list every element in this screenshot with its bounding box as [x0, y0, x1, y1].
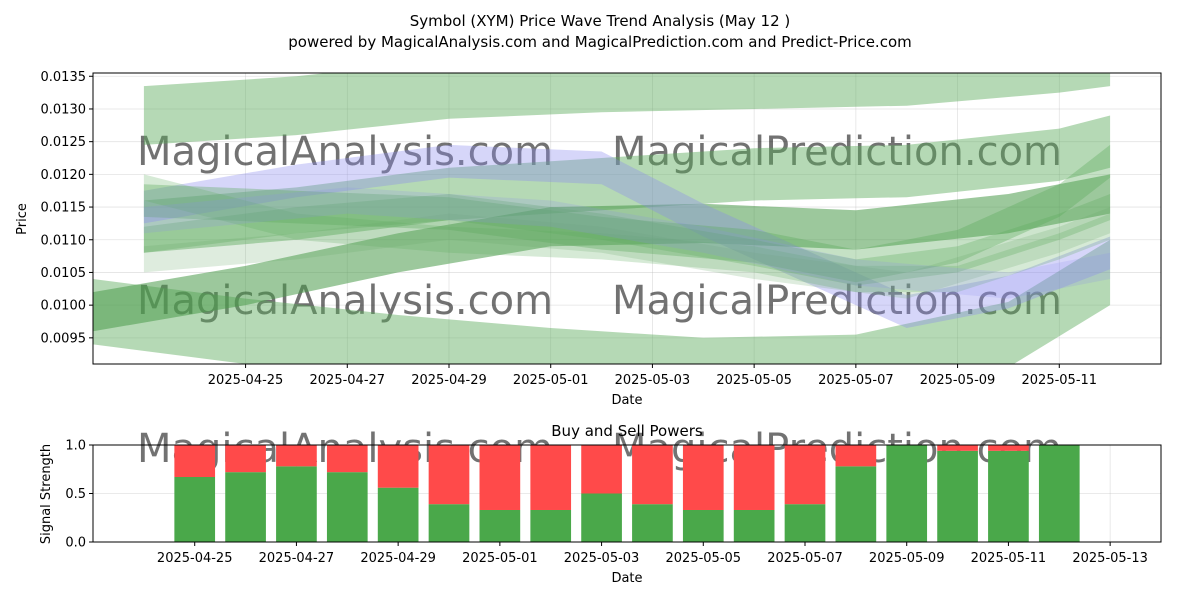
price-y-axis-label: Price: [15, 203, 30, 235]
signal-x-tick-label: 2025-05-09: [869, 551, 945, 566]
wave-band-8: [143, 174, 1111, 293]
price-x-tick-label: 2025-05-11: [1022, 373, 1098, 388]
wave-band-4: [93, 174, 1111, 332]
price-x-tick-label: 2025-05-05: [716, 373, 792, 388]
price-x-ticks: 2025-04-25 2025-04-27 2025-04-29 2025-05-01…: [208, 364, 1097, 388]
wave-band-5: [143, 144, 1111, 328]
wave-band-7: [143, 194, 1111, 286]
sell-bar: [784, 445, 826, 505]
buy-bar: [1038, 445, 1080, 542]
sell-bar: [937, 445, 978, 451]
watermark-1: MagicalAnalysis.com: [137, 129, 553, 175]
signal-y-tick-label: 1.0: [65, 439, 86, 454]
sell-bar: [682, 445, 724, 510]
sell-bar: [581, 445, 622, 494]
watermark-4: MagicalPrediction.com: [612, 278, 1062, 324]
signal-y-ticks: 0.0 0.5 1.0: [65, 439, 93, 551]
buy-bar: [682, 509, 724, 542]
signal-x-tick-label: 2025-05-03: [564, 551, 640, 566]
signal-x-tick-label: 2025-05-05: [666, 551, 742, 566]
price-y-tick-label: 0.0115: [41, 201, 87, 216]
sell-bar: [225, 445, 266, 473]
signal-x-tick-label: 2025-04-25: [157, 551, 233, 566]
chart-subtitle: powered by MagicalAnalysis.com and Magic…: [288, 33, 912, 51]
signal-y-axis-label: Signal Strength: [39, 444, 54, 544]
price-y-tick-label: 0.0105: [41, 266, 87, 281]
price-y-tick-label: 0.0135: [41, 70, 87, 85]
wave-band-10: [143, 187, 1111, 299]
chart-title: Symbol (XYM) Price Wave Trend Analysis (…: [410, 12, 791, 30]
wave-band-6: [143, 144, 1111, 283]
signal-x-tick-label: 2025-04-27: [259, 551, 335, 566]
price-y-tick-label: 0.0095: [41, 331, 87, 346]
buy-bar: [988, 450, 1029, 542]
signal-x-tick-label: 2025-05-01: [462, 551, 538, 566]
price-x-tick-label: 2025-05-01: [513, 373, 589, 388]
buy-bar: [937, 450, 978, 542]
buy-bar: [225, 472, 266, 542]
signal-y-tick-label: 0.0: [65, 536, 86, 551]
sell-bar: [174, 445, 216, 478]
buy-bar: [326, 472, 368, 542]
buy-bar: [835, 466, 877, 542]
sell-bar: [632, 445, 673, 505]
signal-bars: [174, 445, 1080, 542]
signal-x-tick-label: 2025-04-29: [360, 551, 436, 566]
sell-bar: [428, 445, 470, 505]
price-y-tick-label: 0.0125: [41, 135, 87, 150]
price-watermarks: MagicalAnalysis.com MagicalPrediction.co…: [137, 129, 1062, 324]
price-wave-bands: [93, 73, 1111, 364]
price-y-tick-label: 0.0120: [41, 168, 87, 183]
buy-bar: [479, 509, 521, 542]
price-x-tick-label: 2025-05-09: [920, 373, 996, 388]
signal-x-tick-label: 2025-05-11: [971, 551, 1047, 566]
price-y-ticks: 0.0095 0.0100 0.0105 0.0110 0.0115 0.0120 0.01…: [41, 70, 93, 346]
signal-x-axis-label: Date: [611, 571, 642, 586]
price-x-tick-label: 2025-04-29: [411, 373, 487, 388]
sell-bar: [479, 445, 521, 510]
price-x-tick-label: 2025-05-03: [615, 373, 691, 388]
price-chart: MagicalAnalysis.com MagicalPrediction.co…: [15, 70, 1162, 408]
watermark-2: MagicalPrediction.com: [612, 129, 1062, 175]
buy-bar: [581, 493, 622, 542]
signal-plot-frame: [92, 444, 1162, 543]
buy-bar: [377, 487, 419, 542]
sell-bar: [276, 445, 317, 467]
buy-bar: [276, 466, 317, 542]
signal-x-tick-label: 2025-05-07: [767, 551, 843, 566]
price-plot-frame: [92, 72, 1162, 365]
buy-bar: [632, 504, 673, 542]
wave-band-3: [143, 115, 1111, 253]
signal-y-tick-label: 0.5: [65, 487, 86, 502]
wave-band-9: [143, 207, 1111, 299]
buy-bar: [530, 509, 572, 542]
wave-band-1: [143, 73, 1111, 145]
price-y-tick-label: 0.0130: [41, 102, 87, 117]
price-x-tick-label: 2025-04-27: [310, 373, 386, 388]
signal-x-ticks: 2025-04-25 2025-04-27 2025-04-29 2025-05-01…: [157, 542, 1148, 566]
price-x-axis-label: Date: [611, 393, 642, 408]
signal-plot-area: [93, 445, 1161, 542]
buy-bar: [784, 504, 826, 542]
sell-bar: [530, 445, 572, 510]
price-y-tick-label: 0.0100: [41, 299, 87, 314]
buy-bar: [733, 509, 775, 542]
buy-bar: [428, 504, 470, 542]
sell-bar: [835, 445, 877, 467]
sell-bar: [733, 445, 775, 510]
price-x-tick-label: 2025-05-07: [818, 373, 894, 388]
buy-bar: [174, 477, 216, 542]
wave-band-2: [93, 239, 1111, 364]
sell-bar: [988, 445, 1029, 451]
signal-chart-title: Buy and Sell Powers: [551, 422, 703, 440]
signal-chart: Buy and Sell Powers MagicalAnalysis.com …: [39, 422, 1162, 586]
price-x-tick-label: 2025-04-25: [208, 373, 284, 388]
sell-bar: [377, 445, 419, 488]
signal-x-tick-label: 2025-05-13: [1072, 551, 1148, 566]
buy-bar: [886, 445, 928, 542]
price-y-tick-label: 0.0110: [41, 233, 87, 248]
sell-bar: [326, 445, 368, 473]
